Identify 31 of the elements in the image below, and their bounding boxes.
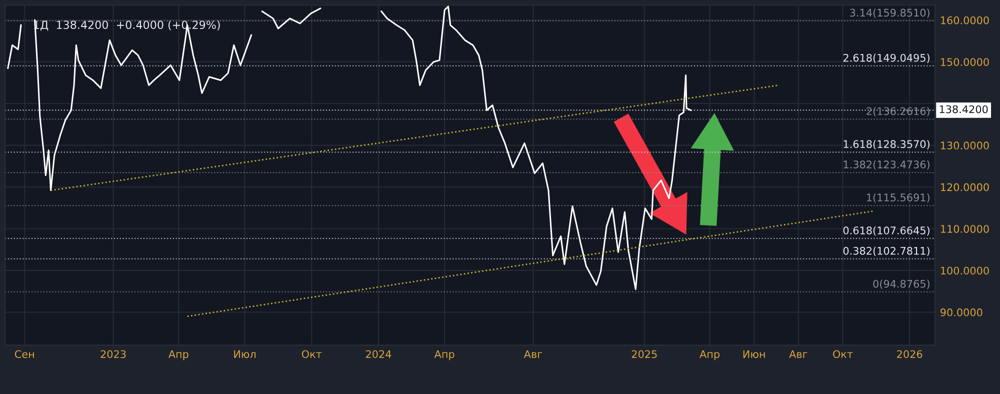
x-tick-label: Июн <box>743 350 765 358</box>
x-tick-label: Авг <box>789 350 808 358</box>
y-tick-label: 150.0000 <box>941 58 989 66</box>
ref-line-label: 2(136.2616) <box>866 107 930 116</box>
ref-line-label: 1.382(123.4736) <box>844 160 930 170</box>
x-tick-label: Апр <box>700 350 720 360</box>
x-tick-label: Окт <box>833 350 853 358</box>
x-tick-label: Июл <box>234 350 256 358</box>
ref-line-label: 0.618(107.6645) <box>843 226 930 236</box>
y-tick-label: 110.0000 <box>941 224 989 233</box>
x-tick-label: 2024 <box>366 350 392 358</box>
ref-line-label: 138.4200 <box>940 105 988 114</box>
y-tick-label: 160.0000 <box>941 16 989 24</box>
y-tick-label: 90.0000 <box>940 308 982 316</box>
ref-line-label: 3.14(159.8510) <box>850 8 930 18</box>
ref-line-label: 0(94.8765) <box>873 280 930 289</box>
x-tick-label: Окт <box>302 350 322 358</box>
x-tick-label: Апр <box>168 350 188 360</box>
x-tick-label: 2023 <box>100 350 126 358</box>
ref-line-label: 1(115.5691) <box>867 193 930 203</box>
ref-line-label: 1.618(128.3570) <box>844 140 930 150</box>
y-tick-label: 100.0000 <box>941 266 989 275</box>
x-tick-label: 2025 <box>632 350 657 358</box>
x-tick-label: Авг <box>524 350 542 358</box>
ref-line-label: 2.618(149.0495) <box>843 54 930 63</box>
ref-line-label: 0.382(102.7811) <box>843 246 930 256</box>
x-tick-label: 2026 <box>897 350 922 358</box>
y-tick-label: 130.0000 <box>941 142 989 150</box>
y-tick-label: 120.0000 <box>941 183 989 192</box>
x-tick-label: Сен <box>14 350 34 358</box>
x-tick-label: Апр <box>434 350 454 360</box>
